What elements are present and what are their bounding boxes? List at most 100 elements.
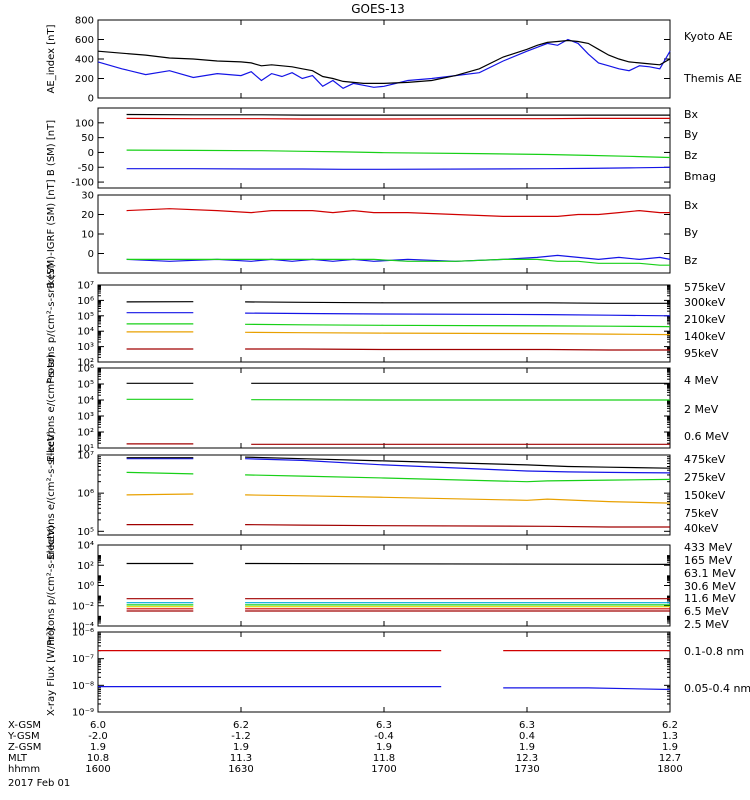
panel-frame [97, 367, 671, 449]
ephemeris-value: 6.3 [376, 720, 392, 731]
panel-protons_mev: 10⁻⁴ 10⁻² 10⁰ 10² 10⁴ Protons p/(cm²-s-sr-keV… [46, 525, 736, 646]
legend-entry: 140keV [684, 330, 726, 343]
ephemeris-table: X-GSM 6.0 6.2 6.3 6.3 6.2 Y-GSM -2.0 -1.2 -0.4 0.4… [7, 720, 683, 775]
series-line-kyoto-ae [97, 38, 671, 89]
y-tick-label: -50 [78, 163, 94, 174]
panel-frame [97, 544, 671, 627]
y-tick-label: 10⁴ [77, 327, 94, 338]
legend-entry: 433 MeV [684, 541, 733, 554]
y-tick-label: 10⁻⁷ [72, 654, 94, 665]
ephemeris-row-label: X-GSM [8, 720, 41, 731]
y-axis-label: Protons p/(cm²-s-sr-keV) [46, 525, 57, 646]
y-tick-label: 10⁴ [77, 396, 94, 407]
ephemeris-value: -2.0 [88, 731, 108, 742]
legend-entry: 4 MeV [684, 374, 719, 387]
ephemeris-row-label: Z-GSM [8, 742, 41, 753]
panel-bsmigrf: 0 10 20 30 B (SM)-IGRF (SM) [nT] Bx By Bz [46, 179, 699, 288]
y-tick-label: 10⁵ [77, 311, 94, 322]
y-tick-label: 200 [75, 74, 94, 85]
series-line-300kev [245, 331, 671, 336]
y-tick-label: 800 [75, 16, 94, 27]
legend-entry: 300keV [684, 296, 726, 309]
series-line-bx [126, 166, 671, 170]
ephemeris-value: -0.4 [374, 731, 394, 742]
legend-entry: By [684, 128, 699, 141]
y-tick-label: 10⁴ [77, 541, 94, 552]
y-axis-label: AE_index [nT] [46, 24, 57, 93]
ephemeris-value: 1630 [228, 764, 253, 775]
y-axis-label: X-ray Flux [W/m²] [46, 628, 57, 716]
ephemeris-value: 6.2 [233, 720, 249, 731]
series-line-40kev [245, 456, 671, 469]
panel-electrons_mev: 10¹ 10² 10³ 10⁴ 10⁵ 10⁶ Electrons e/(cm²-s-sr)… [46, 354, 729, 462]
ephemeris-value: 1.9 [519, 742, 535, 753]
ephemeris-value: 1700 [371, 764, 396, 775]
ephemeris-row-label: Y-GSM [7, 731, 40, 742]
y-tick-label: 400 [75, 55, 94, 66]
y-tick-label: 10² [77, 561, 94, 572]
y-tick-label: 20 [81, 210, 94, 221]
legend-entry: 2 MeV [684, 403, 719, 416]
y-tick-label: 50 [81, 133, 94, 144]
y-axis-label: Electrons e/(cm²-s-sr) [46, 354, 57, 462]
legend-entry: 6.5 MeV [684, 605, 729, 618]
legend-entry: 40keV [684, 522, 719, 535]
legend-entry: 575keV [684, 281, 726, 294]
panel-bsm: -100 -50 0 50 100 B (SM) [nT] Bx By Bz Bmag [46, 107, 716, 189]
y-tick-label: 0 [88, 148, 94, 159]
ephemeris-value: 1800 [657, 764, 682, 775]
legend-entry: 150keV [684, 489, 726, 502]
ephemeris-value: 1.9 [376, 742, 392, 753]
y-tick-label: 0 [88, 94, 94, 105]
series-line-210kev [245, 323, 671, 328]
y-axis-label: B (SM)-IGRF (SM) [nT] [46, 179, 57, 288]
series-line-by [126, 149, 671, 159]
ephemeris-value: 1600 [85, 764, 110, 775]
legend-entry: 0.1-0.8 nm [684, 645, 744, 658]
legend-entry: 0.6 MeV [684, 430, 729, 443]
ephemeris-value: 0.4 [519, 731, 535, 742]
panel-ae: 0 200 400 600 800 AE_index [nT] Kyoto AE Themis… [46, 16, 742, 105]
y-tick-label: -100 [71, 178, 94, 189]
y-tick-label: 10³ [77, 342, 94, 353]
y-tick-label: 10⁶ [77, 489, 94, 500]
legend-entry: 475keV [684, 453, 726, 466]
series-line-475kev [245, 523, 670, 528]
series-line-themis-ae [97, 39, 671, 85]
y-tick-label: 10 [81, 230, 94, 241]
legend-entry: Kyoto AE [684, 30, 733, 43]
y-tick-label: 10⁵ [77, 527, 94, 538]
series-line-bmag [126, 113, 670, 116]
legend-entry: 95keV [684, 347, 719, 360]
legend-entry: Bmag [684, 170, 716, 183]
series-line-150kev [126, 471, 194, 475]
ephemeris-value: -1.2 [231, 731, 251, 742]
legend-entry: 63.1 MeV [684, 567, 736, 580]
series-line-bz [126, 208, 670, 217]
legend-entry: 30.6 MeV [684, 580, 736, 593]
series-line-140kev [245, 312, 671, 317]
y-axis-label: Protons p/(cm²-s-sr-keV) [46, 263, 57, 384]
y-tick-label: 0 [88, 249, 94, 260]
series-line-275kev [245, 494, 671, 504]
legend-entry: 11.6 MeV [684, 592, 736, 605]
y-tick-label: 10⁻⁴ [72, 622, 94, 633]
series-line-by [126, 258, 670, 266]
series-line-bz [126, 117, 670, 120]
panel-protons: 10² 10³ 10⁴ 10⁵ 10⁶ 10⁷ Protons p/(cm²-s-sr-ke… [46, 263, 726, 384]
y-tick-label: 100 [75, 118, 94, 129]
series-line-575kev [245, 348, 670, 351]
legend-entry: By [684, 226, 699, 239]
legend-entry: Bx [684, 199, 699, 212]
y-tick-label: 30 [81, 191, 94, 202]
legend-entry: Themis AE [683, 72, 742, 85]
series-line-275kev [126, 493, 194, 496]
panel-electrons_kev: 10⁵ 10⁶ 10⁷ Electrons e/(cm²-s-sr-keV) 475ke… [46, 430, 726, 559]
ephemeris-value: 12.3 [516, 753, 538, 764]
date-label: 2017 Feb 01 [8, 778, 70, 789]
y-tick-label: 10⁶ [77, 296, 94, 307]
series-line-150kev [245, 474, 671, 483]
y-tick-label: 10⁻² [72, 601, 94, 612]
